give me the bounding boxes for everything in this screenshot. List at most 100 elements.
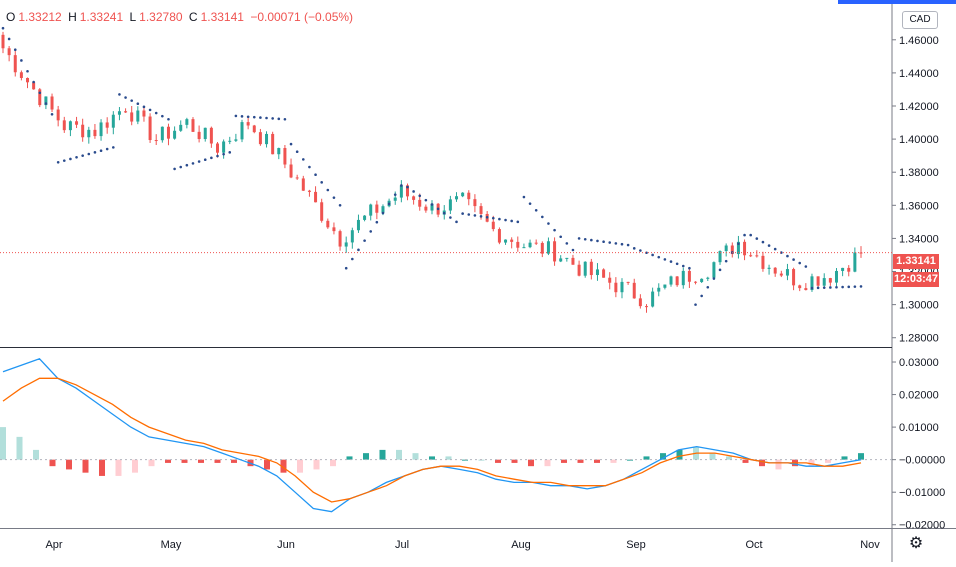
sar-dot: [259, 116, 262, 119]
sar-dot: [418, 194, 422, 198]
macd-histogram-bar: [495, 459, 501, 463]
sar-dot: [816, 286, 820, 290]
macd-histogram-bar: [132, 459, 138, 473]
sar-dot: [559, 235, 562, 239]
sar-dot: [718, 268, 722, 272]
candle-body: [136, 110, 140, 122]
macd-histogram-bar: [660, 453, 666, 460]
sar-dot: [498, 217, 501, 221]
sar-dot: [154, 111, 158, 115]
candle-body: [277, 148, 281, 155]
candle-body: [320, 202, 324, 221]
sar-dot: [663, 258, 667, 261]
sar-dot: [461, 212, 464, 215]
candle-body: [785, 269, 789, 276]
candle-body: [405, 185, 409, 197]
candle-body: [124, 111, 128, 113]
candle-body: [111, 114, 115, 128]
macd-tick-label: 0.01000: [899, 422, 939, 434]
candle-body: [50, 96, 54, 110]
macd-histogram-bar: [577, 459, 584, 463]
macd-line: [2, 358, 862, 513]
sar-dot: [847, 285, 851, 289]
sar-dot: [130, 99, 133, 102]
sar-dot: [688, 266, 691, 270]
candle-body: [798, 285, 802, 289]
macd-tick-label: −0.00000: [899, 455, 945, 467]
sar-dot: [853, 285, 857, 288]
candle-body: [117, 111, 121, 115]
candle-body: [191, 119, 195, 132]
currency-badge[interactable]: CAD: [902, 11, 938, 29]
sar-dot: [430, 203, 434, 206]
sar-dot: [602, 240, 605, 244]
time-tick-label: Aug: [511, 539, 531, 551]
macd-histogram-bar: [231, 459, 237, 463]
sar-dot: [369, 230, 373, 233]
sar-dot: [210, 156, 213, 160]
top-accent-bar: [838, 0, 956, 4]
candle-body: [455, 196, 459, 200]
candle-body: [448, 199, 452, 211]
candle-body: [510, 239, 514, 242]
macd-histogram-bar: [808, 459, 815, 467]
candle-body: [706, 277, 710, 279]
sar-dot: [571, 248, 575, 252]
gear-icon[interactable]: ⚙: [908, 535, 924, 552]
sar-dot: [203, 158, 207, 162]
macd-histogram-bar: [528, 459, 534, 467]
sar-dot: [136, 102, 140, 106]
sar-dot: [50, 112, 54, 116]
candle-body: [559, 258, 563, 262]
candle-body: [99, 122, 103, 137]
candle-body: [344, 242, 348, 247]
candle-body: [620, 281, 624, 293]
sar-dot: [773, 247, 777, 251]
candle-body: [154, 140, 158, 142]
candle-body: [246, 122, 250, 126]
sar-dot: [112, 146, 115, 149]
sar-dot: [191, 162, 195, 165]
sar-dot: [467, 213, 471, 216]
candle-body: [645, 306, 648, 308]
candle-body: [142, 110, 146, 117]
candle-body: [767, 267, 771, 269]
sar-dot: [510, 219, 513, 223]
sar-dot: [669, 260, 673, 263]
macd-histogram-bar: [82, 459, 89, 473]
macd-histogram-bar: [676, 449, 683, 460]
macd-histogram-bar: [330, 459, 336, 467]
candle-body: [222, 141, 226, 153]
candle-body: [38, 89, 42, 106]
sar-dot: [632, 247, 636, 250]
candle-body: [209, 127, 213, 144]
sar-dot: [246, 115, 250, 119]
candle-body: [516, 241, 520, 248]
candle-body: [369, 204, 373, 216]
macd-histogram-bar: [181, 459, 188, 463]
candle-body: [565, 257, 569, 259]
candle-body: [712, 262, 716, 278]
sar-dot: [798, 261, 802, 265]
sar-dot: [167, 117, 170, 121]
macd-histogram-bar: [264, 459, 270, 470]
sar-dot: [302, 158, 305, 161]
sar-dot: [326, 188, 330, 192]
sar-dot: [590, 238, 593, 242]
time-tick-label: May: [161, 539, 182, 551]
sar-dot: [442, 211, 446, 215]
candle-body: [743, 241, 747, 256]
candle-body: [497, 229, 501, 243]
candle-body: [828, 278, 832, 283]
candle-body: [105, 122, 109, 128]
sar-dot: [234, 114, 238, 118]
sar-dot: [737, 242, 740, 246]
macd-histogram-bar: [115, 459, 122, 476]
sar-dot: [614, 242, 618, 245]
macd-histogram-bar: [396, 449, 402, 460]
macd-histogram-bar: [709, 453, 716, 460]
sar-dot: [26, 69, 29, 73]
sar-dot: [105, 147, 109, 151]
